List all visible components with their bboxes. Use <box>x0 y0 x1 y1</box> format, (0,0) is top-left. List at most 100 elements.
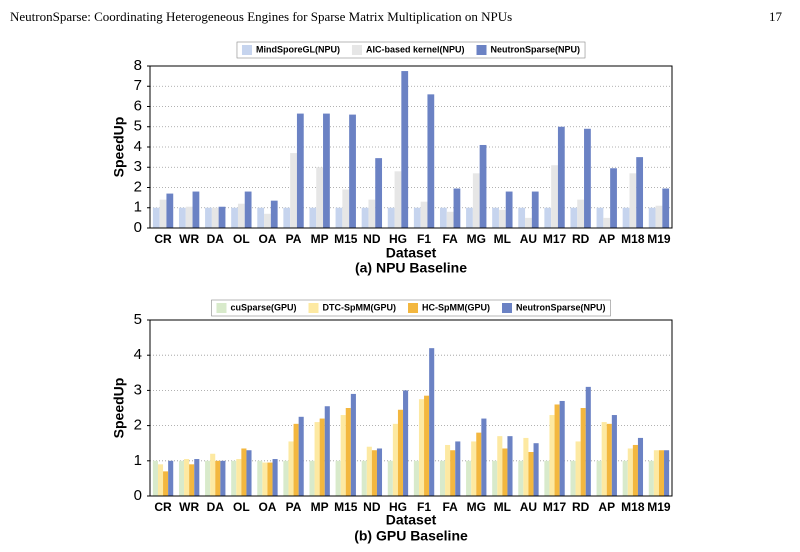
bar <box>401 71 409 228</box>
legend-label: NeutronSparse(NPU) <box>491 44 581 54</box>
bar <box>157 464 164 496</box>
bar <box>387 207 395 228</box>
bar <box>324 406 330 496</box>
bar <box>298 416 304 496</box>
y-axis-label: SpeedUp <box>111 378 127 439</box>
bar <box>655 205 663 228</box>
plot-frame <box>149 65 673 229</box>
x-tick-label: DA <box>207 500 225 514</box>
bar <box>544 460 550 496</box>
bar <box>557 126 565 228</box>
x-tick-label: CR <box>154 232 172 246</box>
x-tick-label: ND <box>363 232 381 246</box>
x-tick-label: M18 <box>621 500 645 514</box>
bar <box>544 207 552 228</box>
bar <box>662 188 670 228</box>
bar <box>575 441 581 496</box>
y-tick-label: 2 <box>134 417 142 434</box>
bar <box>570 207 578 228</box>
bar <box>345 408 351 496</box>
bar <box>481 418 487 496</box>
x-tick-label: ML <box>494 232 511 246</box>
bar <box>429 348 435 496</box>
x-tick-label: AP <box>598 232 615 246</box>
bar <box>466 207 473 228</box>
bar <box>479 144 487 228</box>
bar <box>288 441 294 496</box>
y-tick-label: 1 <box>134 452 142 469</box>
x-tick-label: M19 <box>647 500 671 514</box>
bar <box>283 207 291 228</box>
x-tick-label: FA <box>442 500 458 514</box>
bar <box>636 157 644 228</box>
bar <box>551 165 558 228</box>
bar <box>611 415 617 496</box>
bar <box>450 450 456 496</box>
x-tick-label: PA <box>286 500 302 514</box>
bar <box>241 448 247 496</box>
bar <box>610 168 617 228</box>
x-tick-label: DA <box>207 232 225 246</box>
x-tick-label: MP <box>311 500 329 514</box>
bar <box>185 206 193 228</box>
legend-swatch <box>351 45 362 55</box>
x-tick-label: AU <box>520 500 537 514</box>
x-tick-label: F1 <box>417 232 431 246</box>
x-tick-label: M19 <box>647 232 671 246</box>
bar <box>439 207 447 228</box>
bar <box>309 460 315 496</box>
bar <box>554 404 560 496</box>
x-tick-label: HG <box>389 232 407 246</box>
bar <box>184 459 190 496</box>
y-tick-label: 6 <box>134 97 142 114</box>
x-tick-label: MP <box>311 232 329 246</box>
bar <box>648 207 656 228</box>
bar <box>166 193 174 228</box>
bar <box>397 409 404 496</box>
x-tick-label: M15 <box>334 232 358 246</box>
bar <box>335 460 341 496</box>
bar <box>163 471 169 496</box>
bar <box>159 199 167 228</box>
bar <box>570 460 576 496</box>
bar <box>498 209 506 228</box>
bar <box>205 460 211 496</box>
bar <box>264 213 271 228</box>
bar <box>309 207 317 228</box>
bar <box>403 390 409 496</box>
bar <box>349 114 356 228</box>
bar <box>629 173 637 228</box>
bar <box>361 207 369 228</box>
bar <box>270 200 278 228</box>
bar <box>531 191 539 228</box>
bar <box>350 393 356 496</box>
page-number: 17 <box>769 9 783 24</box>
bar <box>658 450 665 496</box>
bar <box>335 207 343 228</box>
bar <box>559 400 565 496</box>
bar <box>283 460 289 496</box>
bar <box>648 460 654 496</box>
bar <box>601 422 607 496</box>
bar <box>319 418 325 496</box>
x-tick-label: AP <box>598 500 615 514</box>
bar <box>664 450 670 496</box>
legend-box <box>236 41 586 59</box>
bar <box>178 207 186 228</box>
bar <box>231 207 238 228</box>
bar <box>392 423 398 496</box>
legend-swatch <box>308 303 319 313</box>
x-tick-label: WR <box>179 232 199 246</box>
bar <box>418 399 425 496</box>
x-tick-label: M17 <box>543 500 567 514</box>
y-tick-label: 5 <box>134 311 142 328</box>
bar <box>220 460 226 496</box>
bar <box>272 459 278 496</box>
bar <box>580 408 586 496</box>
bar <box>210 453 216 496</box>
x-tick-label: F1 <box>417 500 431 514</box>
bar <box>366 446 372 496</box>
bar <box>340 415 346 496</box>
running-header: NeutronSparse: Coordinating Heterogeneou… <box>10 9 512 24</box>
